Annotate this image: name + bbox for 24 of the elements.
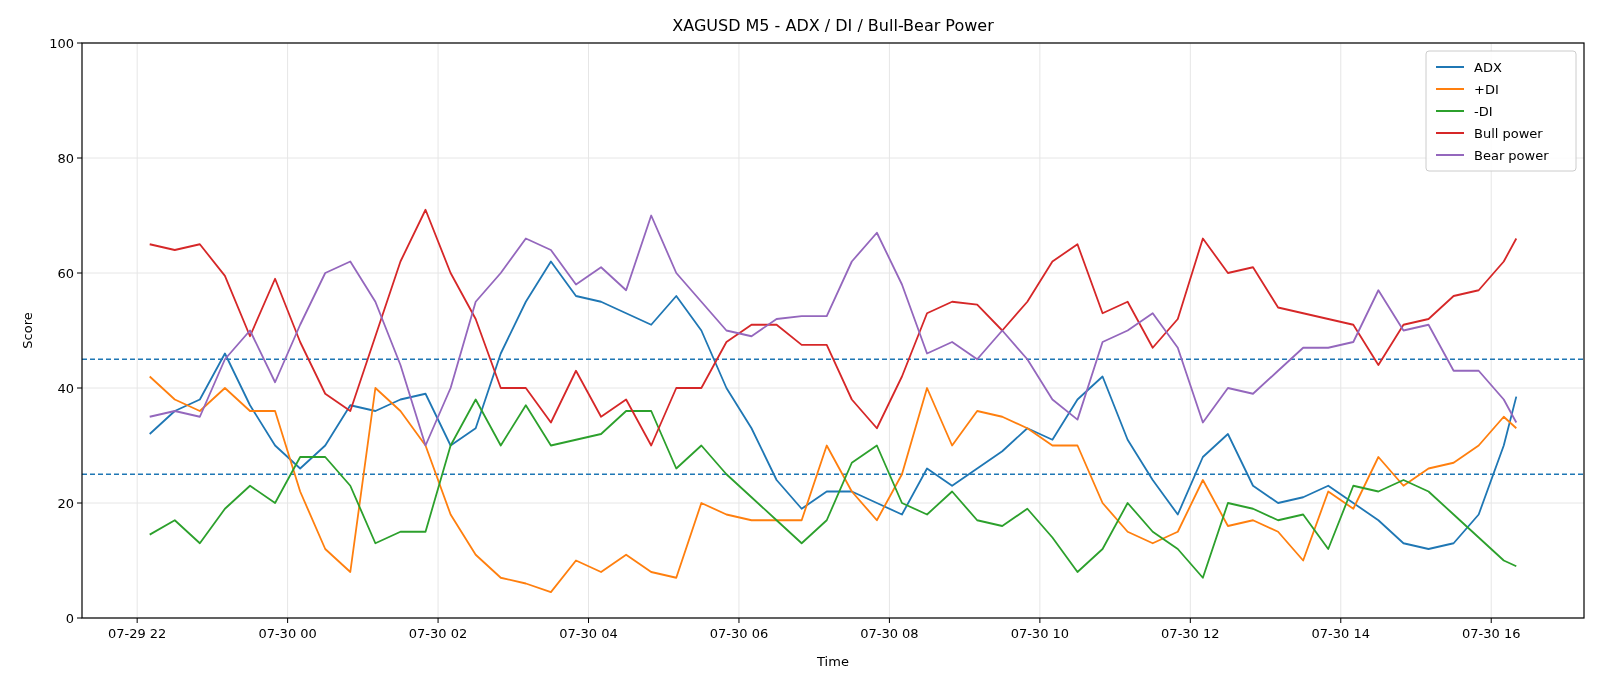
y-tick-label: 0 xyxy=(65,610,74,626)
legend-label: ADX xyxy=(1474,59,1502,75)
legend-label: Bull power xyxy=(1474,125,1544,141)
x-tick-label: 07-30 14 xyxy=(1311,626,1370,641)
y-tick-label: 60 xyxy=(57,265,74,281)
x-axis-title: Time xyxy=(816,654,849,669)
y-tick-label: 20 xyxy=(57,495,74,511)
x-tick-label: 07-30 06 xyxy=(709,626,769,641)
y-tick-label: 40 xyxy=(57,380,74,396)
x-tick-label: 07-30 12 xyxy=(1161,626,1220,641)
x-tick-label: 07-30 00 xyxy=(258,626,317,641)
y-axis-title: Score xyxy=(20,312,35,349)
x-tick-label: 07-30 10 xyxy=(1010,626,1070,641)
chart-title: XAGUSD M5 - ADX / DI / Bull-Bear Power xyxy=(672,16,995,35)
x-tick-label: 07-30 04 xyxy=(559,626,618,641)
x-tick-label: 07-30 02 xyxy=(408,626,468,641)
y-tick-label: 80 xyxy=(57,150,74,166)
legend-label: +DI xyxy=(1474,81,1499,97)
y-tick-label: 100 xyxy=(49,35,74,51)
legend-label: Bear power xyxy=(1474,147,1550,163)
legend-label: -DI xyxy=(1474,103,1493,119)
x-tick-label: 07-29 22 xyxy=(107,626,167,641)
x-tick-label: 07-30 08 xyxy=(860,626,919,641)
x-tick-label: 07-30 16 xyxy=(1462,626,1521,641)
